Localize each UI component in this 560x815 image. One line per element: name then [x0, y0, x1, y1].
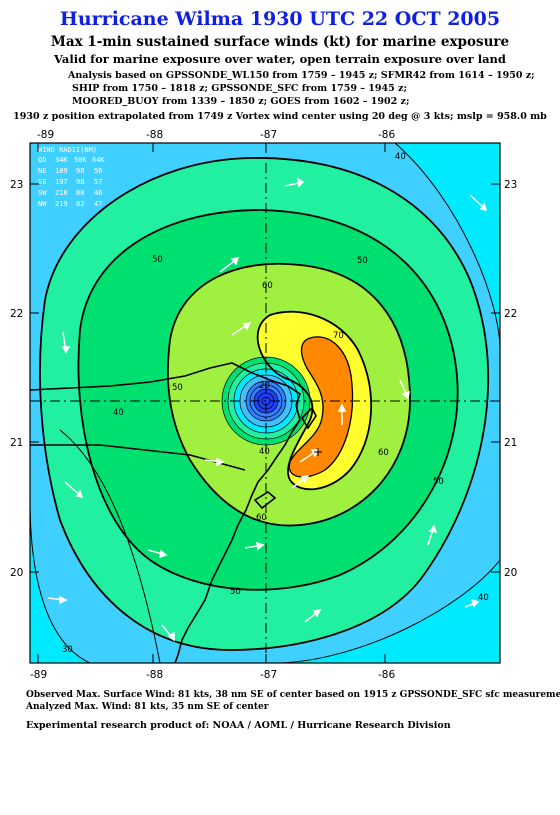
contour-label: 40	[395, 152, 406, 162]
contour-label: 50	[152, 255, 163, 265]
radii-cell: 47	[94, 200, 102, 208]
contour-label: 40	[259, 447, 270, 457]
radii-col-50k: 50K	[74, 156, 87, 164]
radii-cell: 218	[55, 189, 68, 197]
lon-label-bottom-4: -86	[378, 669, 395, 681]
wind-field-map: -89 -88 -87 -86	[10, 129, 517, 681]
lon-label-bottom-1: -89	[30, 669, 47, 681]
frame-ticks	[30, 143, 500, 663]
contour-labels: 50 50 60 70 60 50 40 40 50 60 50 40 30 2…	[62, 152, 489, 655]
radii-cell: 46	[94, 189, 102, 197]
radii-cell: 197	[55, 178, 68, 186]
contour-label: 50	[172, 383, 183, 393]
lat-label-left-4: 20	[10, 567, 23, 579]
radii-cell: 219	[55, 200, 68, 208]
wind-band-80-plus	[289, 336, 353, 477]
contour-label: 40	[478, 593, 489, 603]
contour-label: 50	[433, 477, 444, 487]
radii-cell: NW	[38, 200, 47, 208]
lon-label-top-1: -89	[37, 129, 54, 141]
radii-table-header: WIND RADII(NM)	[38, 146, 97, 154]
contour-label: 50	[230, 587, 241, 597]
radii-cell: SW	[38, 189, 47, 197]
radii-cell: 189	[55, 167, 68, 175]
credit-line: Experimental research product of: NOAA /…	[26, 720, 451, 731]
lat-label-left-3: 21	[10, 437, 23, 449]
analyzed-max-wind: Analyzed Max. Wind: 81 kts, 35 nm SE of …	[26, 702, 269, 712]
lat-label-right-1: 23	[504, 179, 517, 191]
contour-label: 20	[259, 381, 270, 391]
contour-label: 70	[333, 331, 344, 341]
radii-cell: 98	[76, 167, 84, 175]
radii-col-qd: QD	[38, 156, 46, 164]
analysis-line-3: MOORED_BUOY from 1339 – 1850 z; GOES fro…	[72, 96, 410, 107]
lon-label-top-4: -86	[378, 129, 395, 141]
center-crosshair	[30, 143, 500, 663]
lon-label-bottom-2: -88	[146, 669, 163, 681]
wind-contours	[30, 143, 500, 663]
map-subtitle: Max 1-min sustained surface winds (kt) f…	[50, 34, 510, 50]
radii-cell: 56	[94, 167, 102, 175]
lat-label-right-3: 21	[504, 437, 517, 449]
contour-label: 60	[256, 513, 267, 523]
lon-label-top-2: -88	[146, 129, 163, 141]
lat-label-left-1: 23	[10, 179, 23, 191]
radii-cell: NE	[38, 167, 46, 175]
map-frame	[29, 142, 501, 664]
lat-label-right-4: 20	[504, 567, 517, 579]
radii-col-34k: 34K	[55, 156, 68, 164]
map-title: Hurricane Wilma 1930 UTC 22 OCT 2005	[59, 8, 501, 30]
wind-vectors	[47, 177, 488, 642]
radii-col-64k: 64K	[92, 156, 105, 164]
observed-max-wind: Observed Max. Surface Wind: 81 kts, 38 n…	[26, 690, 560, 700]
position-note: 1930 z position extrapolated from 1749 z…	[13, 111, 547, 122]
lon-label-bottom-3: -87	[260, 669, 277, 681]
lon-label-top-3: -87	[260, 129, 277, 141]
analysis-line-1: Analysis based on GPSSONDE_WL150 from 17…	[68, 70, 535, 81]
map-field	[30, 143, 500, 663]
contour-label: 60	[262, 281, 273, 291]
radii-cell: 88	[76, 189, 84, 197]
validity-note: Valid for marine exposure over water, op…	[54, 52, 506, 66]
radii-cell: SE	[38, 178, 46, 186]
radii-cell: 98	[76, 178, 84, 186]
analysis-line-2: SHIP from 1750 – 1818 z; GPSSONDE_SFC fr…	[72, 83, 407, 94]
contour-label: 50	[357, 256, 368, 266]
contour-label: 60	[378, 448, 389, 458]
lat-label-left-2: 22	[10, 308, 23, 320]
max-wind-marker	[314, 448, 322, 456]
contour-label: 40	[113, 408, 124, 418]
radii-cell: 57	[94, 178, 102, 186]
contour-label: 30	[62, 645, 73, 655]
lat-label-right-2: 22	[504, 308, 517, 320]
wind-radii-table: WIND RADII(NM) QD 34K 50K 64K NE 189 98 …	[38, 146, 105, 208]
radii-cell: 82	[76, 200, 84, 208]
